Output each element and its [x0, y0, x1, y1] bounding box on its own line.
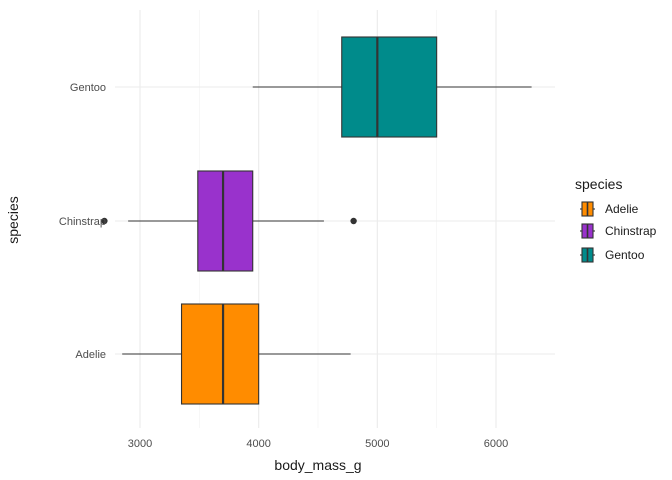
legend-key-adelie — [580, 201, 595, 217]
y-tick-label: Adelie — [75, 349, 106, 361]
x-axis-ticks: 3000 4000 5000 6000 — [128, 438, 508, 450]
boxes — [101, 36, 532, 405]
y-axis-title: species — [5, 196, 21, 243]
box-chinstrap — [101, 170, 357, 272]
x-tick-label: 3000 — [128, 438, 152, 450]
legend-label: Adelie — [605, 202, 639, 216]
legend-key-gentoo — [580, 247, 595, 263]
legend-key-chinstrap — [580, 223, 595, 239]
legend: species Adelie Chinstrap Gentoo — [575, 176, 657, 263]
x-tick-label: 5000 — [365, 438, 389, 450]
box-iqr — [197, 170, 254, 272]
legend-title: species — [575, 176, 622, 192]
x-tick-label: 4000 — [246, 438, 270, 450]
outlier-point — [101, 217, 108, 225]
y-tick-label: Chinstrap — [59, 216, 106, 228]
y-tick-label: Gentoo — [70, 82, 106, 94]
box-gentoo — [252, 36, 532, 138]
x-axis-title: body_mass_g — [274, 457, 361, 473]
box-iqr — [341, 36, 438, 138]
legend-label: Chinstrap — [605, 224, 657, 238]
box-adelie — [122, 303, 351, 405]
box-iqr — [180, 303, 260, 405]
x-tick-label: 6000 — [484, 438, 508, 450]
outlier-point — [350, 217, 357, 225]
legend-label: Gentoo — [605, 248, 645, 262]
y-axis-ticks: Adelie Chinstrap Gentoo — [59, 82, 106, 361]
